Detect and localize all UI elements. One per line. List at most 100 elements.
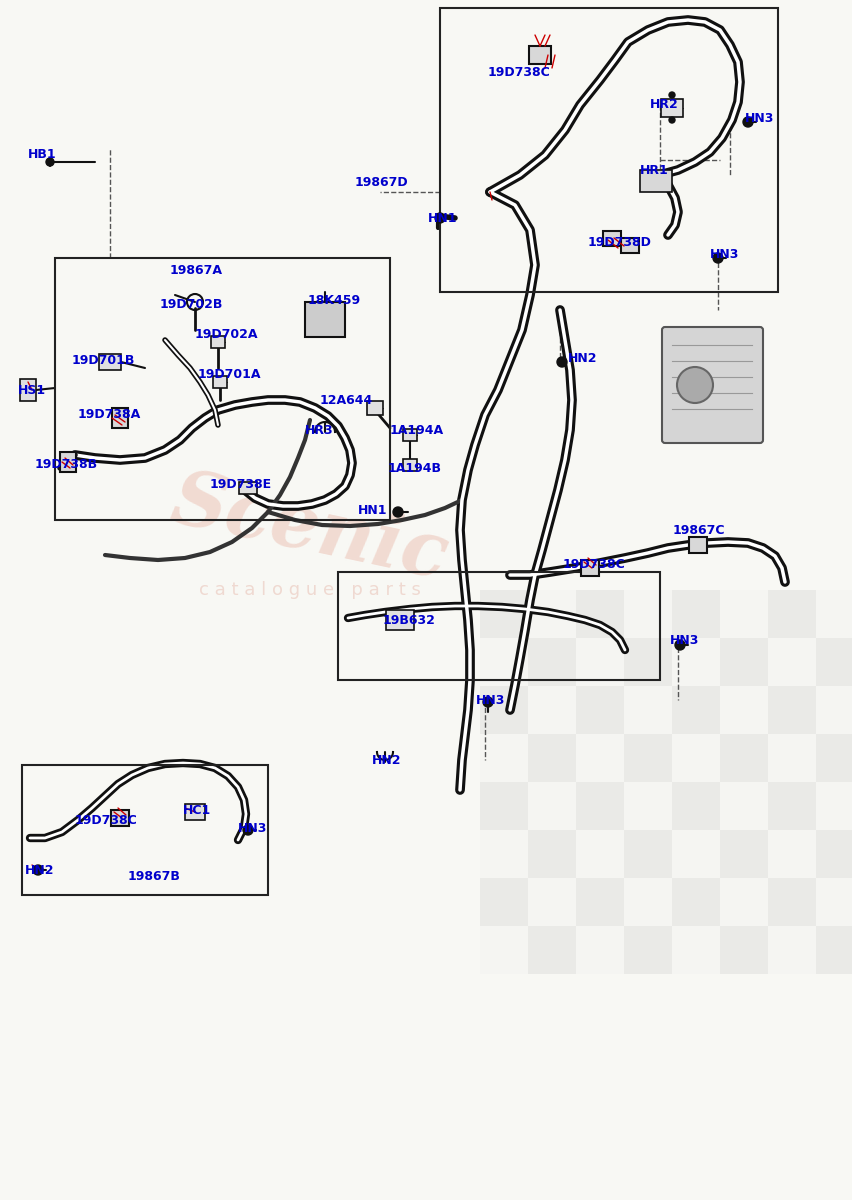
Text: 19D702B: 19D702B — [160, 299, 223, 312]
Bar — [767, 638, 815, 686]
Bar — [112, 408, 128, 428]
Bar — [386, 610, 413, 630]
Text: HN3: HN3 — [238, 822, 267, 834]
Bar — [575, 590, 624, 638]
Bar — [719, 830, 767, 878]
Bar — [480, 878, 527, 926]
Bar — [580, 560, 598, 576]
Circle shape — [556, 358, 567, 367]
Bar — [575, 734, 624, 782]
Bar — [111, 810, 129, 826]
Text: HN1: HN1 — [358, 504, 387, 516]
Bar — [527, 638, 575, 686]
Bar — [767, 686, 815, 734]
Bar — [402, 428, 417, 440]
Bar — [624, 926, 671, 974]
Bar — [480, 734, 527, 782]
Bar — [575, 830, 624, 878]
Text: HN3: HN3 — [709, 248, 739, 262]
Text: c a t a l o g u e   p a r t s: c a t a l o g u e p a r t s — [199, 581, 420, 599]
Bar — [688, 538, 706, 553]
Bar — [671, 638, 719, 686]
Bar — [660, 98, 682, 116]
Text: 19D738C: 19D738C — [75, 814, 137, 827]
Bar — [767, 590, 815, 638]
Circle shape — [742, 116, 752, 127]
Text: 19D738B: 19D738B — [35, 458, 98, 472]
Text: 12A644: 12A644 — [320, 394, 373, 407]
Text: 19B632: 19B632 — [383, 613, 435, 626]
Text: HN3: HN3 — [669, 634, 699, 647]
Circle shape — [668, 116, 674, 122]
Bar — [639, 170, 671, 192]
Bar — [99, 354, 121, 370]
Bar — [671, 926, 719, 974]
Bar — [20, 379, 36, 401]
Circle shape — [435, 214, 445, 223]
Text: 19D738C: 19D738C — [487, 66, 550, 78]
Bar — [671, 686, 719, 734]
Bar — [719, 926, 767, 974]
Circle shape — [46, 158, 54, 166]
Text: 1A194B: 1A194B — [388, 462, 441, 474]
Circle shape — [243, 826, 253, 835]
Circle shape — [674, 640, 684, 650]
Bar — [213, 376, 227, 388]
Bar — [767, 830, 815, 878]
Bar — [624, 686, 671, 734]
Text: HN3: HN3 — [744, 112, 774, 125]
Bar — [575, 782, 624, 830]
Bar — [815, 782, 852, 830]
Bar — [671, 878, 719, 926]
Text: 19D738A: 19D738A — [78, 408, 141, 421]
Bar — [719, 638, 767, 686]
Bar — [815, 590, 852, 638]
Bar — [239, 482, 256, 494]
Bar — [815, 878, 852, 926]
Text: 18K459: 18K459 — [308, 294, 360, 306]
Text: HN2: HN2 — [371, 754, 401, 767]
Bar — [575, 686, 624, 734]
Bar — [575, 878, 624, 926]
Text: 1A194A: 1A194A — [389, 424, 444, 437]
Text: 19D738D: 19D738D — [587, 236, 651, 250]
Text: 19D738E: 19D738E — [210, 479, 272, 492]
Bar — [767, 926, 815, 974]
Bar — [815, 926, 852, 974]
Bar — [527, 878, 575, 926]
Bar — [815, 638, 852, 686]
Bar — [60, 452, 76, 472]
Circle shape — [676, 367, 712, 403]
Text: HN2: HN2 — [25, 864, 55, 876]
Bar — [440, 8, 777, 292]
Bar — [480, 782, 527, 830]
Bar — [337, 572, 659, 680]
Bar — [624, 830, 671, 878]
Bar — [528, 46, 550, 64]
Bar — [575, 926, 624, 974]
Text: HC1: HC1 — [183, 804, 211, 816]
Bar — [527, 590, 575, 638]
Text: HR1: HR1 — [639, 163, 668, 176]
Text: 19D701B: 19D701B — [72, 354, 135, 366]
Text: 19D738C: 19D738C — [562, 558, 625, 571]
Bar — [815, 734, 852, 782]
Bar — [22, 766, 268, 895]
Bar — [366, 401, 383, 415]
Circle shape — [393, 506, 402, 517]
Bar — [671, 590, 719, 638]
Text: HR3: HR3 — [305, 424, 333, 437]
Text: Scenic: Scenic — [164, 464, 455, 595]
Bar — [575, 638, 624, 686]
Circle shape — [33, 865, 43, 875]
Bar — [527, 782, 575, 830]
Bar — [815, 686, 852, 734]
Bar — [624, 734, 671, 782]
Bar — [480, 686, 527, 734]
Bar — [767, 782, 815, 830]
Bar — [624, 590, 671, 638]
Text: 19867A: 19867A — [170, 264, 222, 276]
Bar — [402, 458, 417, 470]
Text: 19D701A: 19D701A — [198, 368, 262, 382]
Bar — [602, 230, 620, 246]
